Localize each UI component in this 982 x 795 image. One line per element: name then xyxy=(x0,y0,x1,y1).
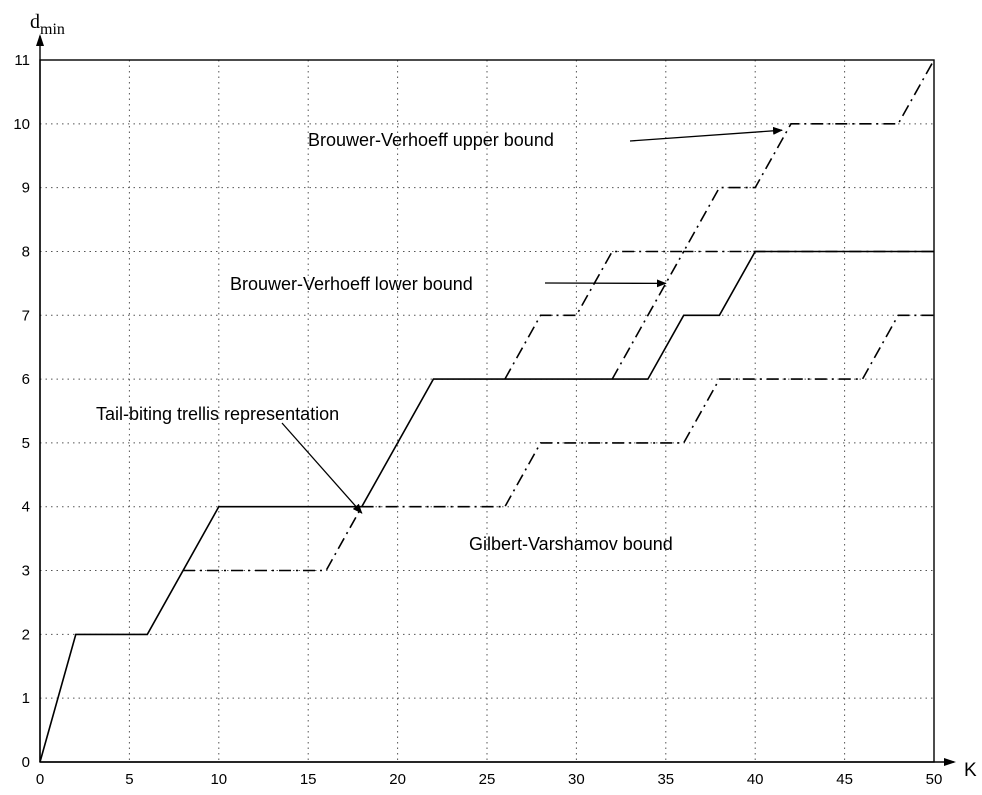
annotation-arrow xyxy=(281,422,363,514)
y-axis-label-sub: min xyxy=(40,21,65,38)
x-tick-label: 5 xyxy=(125,771,133,788)
x-tick-label: 30 xyxy=(568,771,585,788)
y-tick-label: 3 xyxy=(22,563,30,580)
x-axis-arrowhead xyxy=(944,758,956,766)
axes: dmin K xyxy=(30,11,977,781)
y-tick-label: 1 xyxy=(22,690,30,707)
series-line xyxy=(504,59,935,380)
x-tick-label: 0 xyxy=(36,771,44,788)
annotation-label: Brouwer-Verhoeff upper bound xyxy=(308,130,554,150)
series-line xyxy=(183,314,934,572)
annotation-arrow xyxy=(629,126,783,142)
x-tick-label: 25 xyxy=(479,771,496,788)
series-line xyxy=(39,250,934,763)
y-tick-label: 2 xyxy=(22,626,30,643)
y-axis-label-main: d xyxy=(30,11,40,33)
series-line xyxy=(611,250,934,380)
x-tick-label: 35 xyxy=(657,771,674,788)
y-tick-label: 5 xyxy=(22,435,30,452)
y-tick-label: 10 xyxy=(13,116,30,133)
y-tick-label: 7 xyxy=(22,307,30,324)
y-tick-label: 8 xyxy=(22,243,30,260)
x-tick-label: 10 xyxy=(210,771,227,788)
y-tick-label: 0 xyxy=(22,754,30,771)
annotation-label: Brouwer-Verhoeff lower bound xyxy=(230,274,473,294)
y-tick-label: 11 xyxy=(14,52,30,69)
annotations: Brouwer-Verhoeff upper bound Brouwer-Verh… xyxy=(96,126,783,554)
x-tick-label: 45 xyxy=(836,771,853,788)
series-layer xyxy=(39,59,935,763)
annotation-label: Tail-biting trellis representation xyxy=(96,404,339,424)
x-tick-label: 15 xyxy=(300,771,317,788)
x-axis-label: K xyxy=(964,760,977,781)
x-tick-label: 20 xyxy=(389,771,406,788)
x-tick-label: 50 xyxy=(926,771,943,788)
annotation-label: Gilbert-Varshamov bound xyxy=(469,534,673,554)
y-axis-arrowhead xyxy=(36,34,44,46)
y-tick-label: 4 xyxy=(22,499,30,516)
x-tick-label: 40 xyxy=(747,771,764,788)
y-axis-label: dmin xyxy=(30,11,65,38)
y-tick-label: 9 xyxy=(22,180,30,197)
y-tick-label: 6 xyxy=(22,371,30,388)
